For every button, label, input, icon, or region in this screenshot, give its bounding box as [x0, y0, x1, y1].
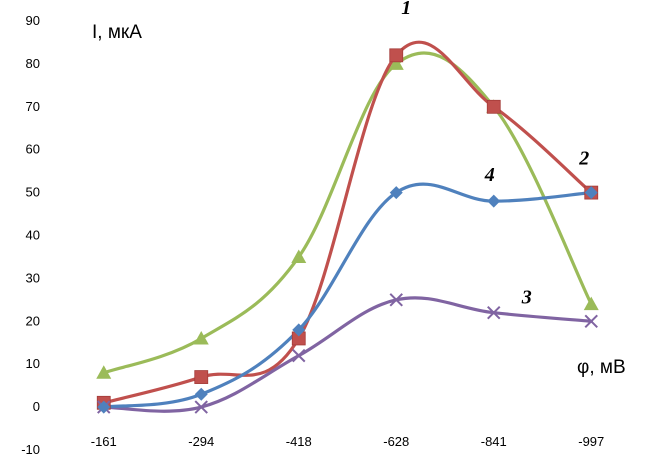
x-tick-label: -294: [188, 434, 214, 449]
data-point-series-1: [96, 365, 112, 379]
y-tick-label: 20: [26, 313, 40, 328]
series-lines: [102, 40, 593, 413]
data-point-series-1: [583, 296, 599, 311]
y-tick-label: 50: [26, 185, 40, 200]
data-point-series-3: [292, 348, 306, 363]
data-point-series-4: [292, 323, 306, 337]
data-point-series-4: [389, 186, 403, 200]
data-point-series-1: [291, 249, 307, 263]
data-point-series-3: [194, 400, 208, 414]
data-point-series-4: [97, 400, 111, 414]
data-point-series-3: [487, 306, 501, 320]
data-point-series-4: [194, 387, 208, 401]
data-point-series-1: [193, 330, 209, 345]
y-tick-label: 30: [26, 270, 40, 285]
series-label-1: 1: [401, 0, 411, 19]
y-axis-ticks: -10 0 10 20 30 40 50 60 70 80 90: [21, 13, 40, 457]
data-point-series-1: [388, 56, 404, 70]
series-label-4: 4: [484, 164, 495, 186]
data-point-series-4: [584, 186, 598, 200]
y-tick-label: 40: [26, 228, 40, 243]
x-axis-ticks: -161 -294 -418 -628 -841 -997: [91, 434, 605, 449]
data-point-series-2: [194, 370, 209, 384]
y-axis-title: I, мкА: [92, 22, 142, 43]
x-axis-title: φ, мВ: [577, 357, 626, 378]
series-line-3: [102, 296, 593, 413]
x-tick-label: -628: [383, 434, 409, 449]
y-tick-label: 70: [26, 99, 40, 114]
series-line-2: [102, 40, 593, 405]
y-tick-label: 0: [33, 399, 40, 414]
y-tick-label: -10: [21, 442, 40, 457]
data-point-series-3: [389, 293, 403, 307]
data-point-series-4: [487, 194, 501, 208]
x-tick-label: -841: [481, 434, 507, 449]
x-tick-label: -997: [578, 434, 604, 449]
x-tick-label: -418: [286, 434, 312, 449]
x-tick-label: -161: [91, 434, 117, 449]
series-label-2: 2: [578, 148, 589, 170]
data-point-series-2: [486, 99, 501, 114]
y-tick-label: 80: [26, 56, 40, 71]
series-line-4: [102, 182, 593, 409]
y-tick-label: 60: [26, 142, 40, 157]
series-label-3: 3: [521, 287, 532, 309]
data-point-series-3: [584, 314, 598, 329]
y-tick-label: 10: [26, 356, 40, 371]
series-labels: 1 2 3 4: [401, 0, 589, 309]
data-point-series-2: [389, 48, 404, 63]
y-tick-label: 90: [26, 13, 40, 28]
series-markers: [96, 48, 599, 414]
